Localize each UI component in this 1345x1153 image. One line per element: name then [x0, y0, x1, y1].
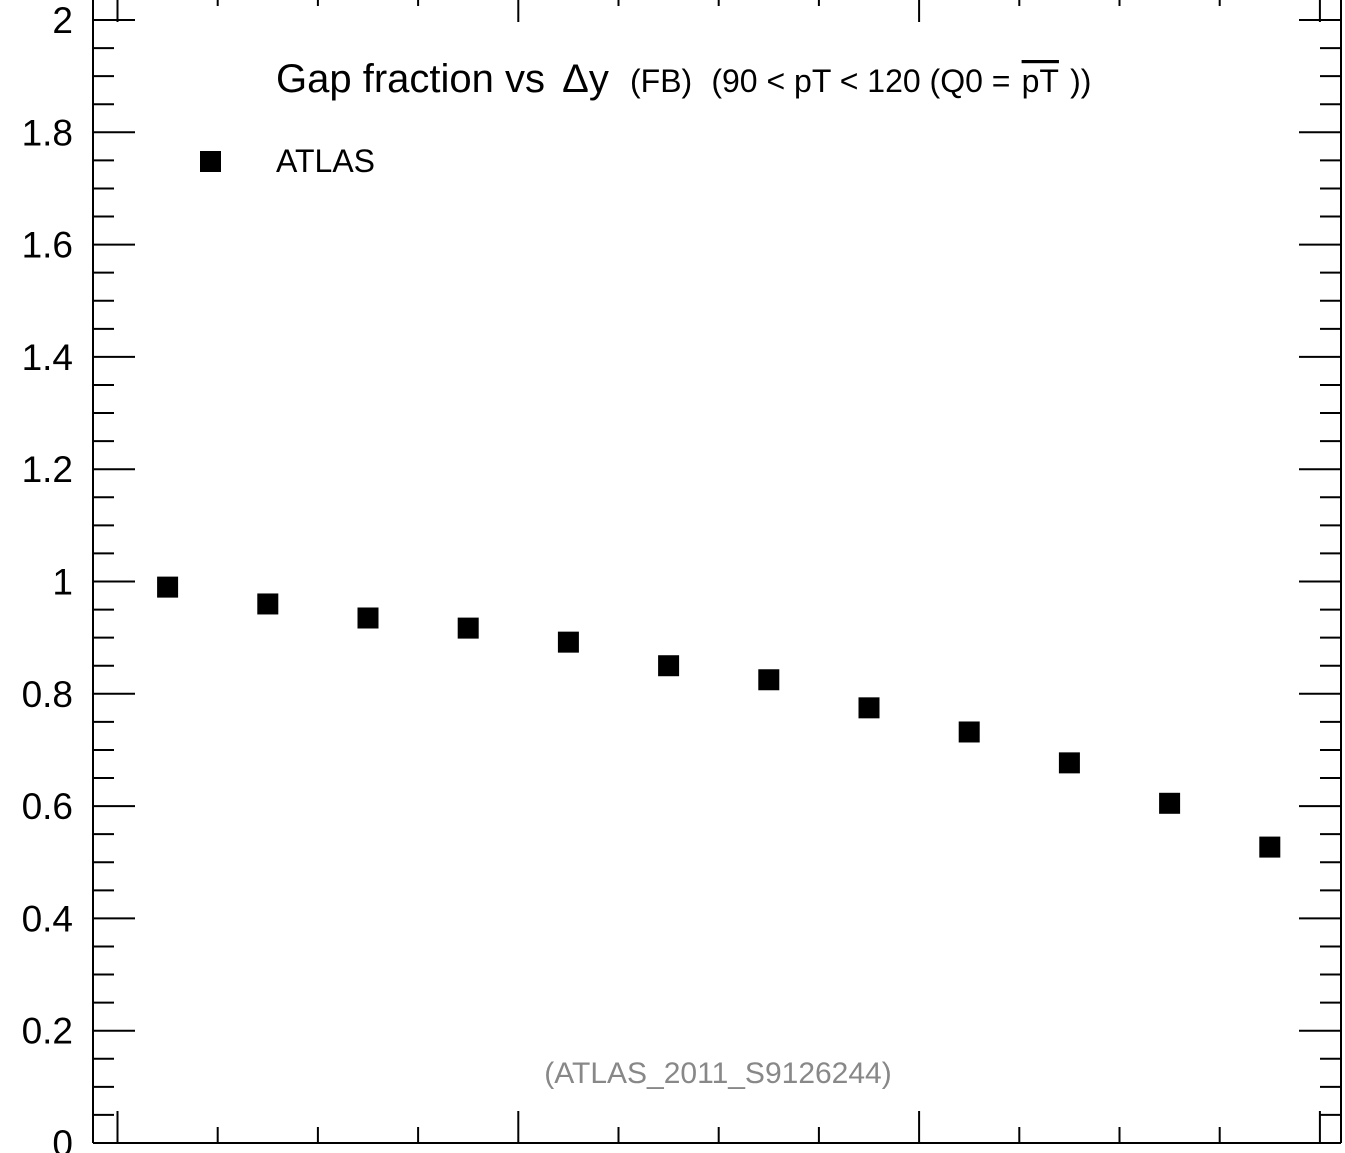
y-tick-label: 1.6: [22, 225, 73, 266]
data-point: [457, 617, 479, 639]
y-tick-label: 1.8: [22, 112, 73, 153]
data-point: [758, 669, 780, 691]
data-point: [958, 721, 980, 743]
title-overline-text: pT: [1022, 63, 1059, 99]
y-tick-label: 1.4: [22, 337, 73, 378]
data-point: [1159, 792, 1181, 814]
data-point: [357, 607, 379, 629]
y-axis-ticks: [93, 19, 1341, 1144]
data-point: [1058, 752, 1080, 774]
title-range-text: (90 < pT < 120 (Q0 =: [711, 63, 1010, 99]
title-range-suffix: )): [1070, 63, 1091, 99]
data-point: [658, 655, 680, 677]
data-point: [557, 631, 579, 653]
title-tag-text: (FB): [630, 63, 692, 99]
y-tick-label: 0.2: [22, 1011, 73, 1052]
chart-title: Gap fraction vs Δy (FB) (90 < pT < 120 (…: [276, 57, 1091, 101]
y-tick-label: 2: [52, 0, 73, 41]
title-main-text: Gap fraction vs: [276, 57, 545, 101]
data-point: [1259, 836, 1281, 858]
analysis-watermark: (ATLAS_2011_S9126244): [544, 1057, 891, 1090]
legend-marker-atlas: [200, 151, 221, 172]
y-axis-tick-labels: 0 0.2 0.4 0.6 0.8 1 1.2 1.4 1.6 1.8 2: [22, 0, 73, 1153]
data-point: [858, 697, 880, 719]
y-tick-label: 0.8: [22, 674, 73, 715]
legend: ATLAS: [200, 143, 375, 179]
y-tick-label: 1.2: [22, 449, 73, 490]
y-tick-label: 1: [52, 562, 73, 603]
data-point: [257, 593, 279, 615]
title-delta-text: Δy: [562, 57, 609, 101]
legend-label-atlas: ATLAS: [276, 143, 375, 179]
data-points: [157, 576, 1281, 858]
y-tick-label: 0.6: [22, 786, 73, 827]
axes-frame: [92, 0, 1342, 1144]
y-tick-label: 0: [52, 1123, 73, 1153]
data-point: [157, 576, 179, 598]
x-axis-ticks: [116, 0, 1321, 1143]
y-tick-label: 0.4: [22, 898, 73, 939]
